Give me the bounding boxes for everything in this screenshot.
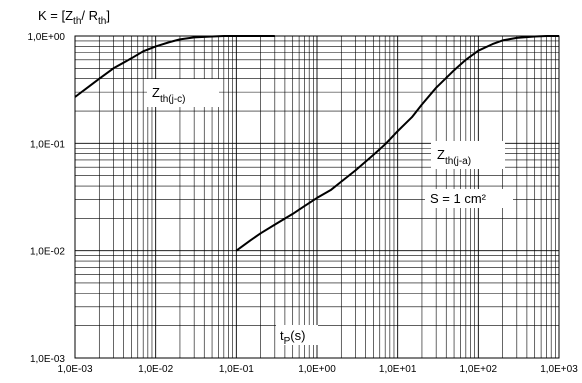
y-tick-label: 1,0E-01 — [30, 139, 65, 150]
series-line-zth-ja — [235, 35, 559, 252]
series-label-zth-ja: Zth(j-a) — [437, 147, 471, 167]
label-bg-zth-jc — [147, 79, 219, 107]
label-bg-zth-ja — [431, 141, 505, 169]
y-axis-label: K = [Zth/ Rth] — [38, 8, 110, 27]
x-tick-label: 1,0E+03 — [540, 364, 578, 375]
y-tick-label: 1,0E-02 — [30, 247, 65, 258]
x-label-bg — [276, 325, 318, 345]
x-tick-label: 1,0E-01 — [219, 364, 254, 375]
x-tick-label: 1,0E+02 — [460, 364, 498, 375]
series-label-zth-jc: Zth(j-c) — [152, 85, 186, 105]
y-tick-label: 1,0E+00 — [27, 32, 65, 43]
x-tick-label: 1,0E+01 — [379, 364, 417, 375]
x-tick-labels: 1,0E-03 1,0E-02 1,0E-01 1,0E+00 1,0E+01 1,0E+… — [57, 364, 578, 375]
annotation-bg — [425, 189, 513, 208]
y-tick-label: 1,0E-03 — [30, 354, 65, 365]
x-tick-label: 1,0E-02 — [138, 364, 173, 375]
x-axis-label: tP(s) — [280, 328, 305, 347]
x-tick-label: 1,0E+00 — [298, 364, 336, 375]
x-tick-label: 1,0E-03 — [57, 364, 92, 375]
plot-frame — [74, 35, 560, 359]
y-tick-labels: 1,0E+00 1,0E-01 1,0E-02 1,0E-03 — [27, 32, 65, 365]
annotation-area: S = 1 cm² — [430, 191, 487, 206]
